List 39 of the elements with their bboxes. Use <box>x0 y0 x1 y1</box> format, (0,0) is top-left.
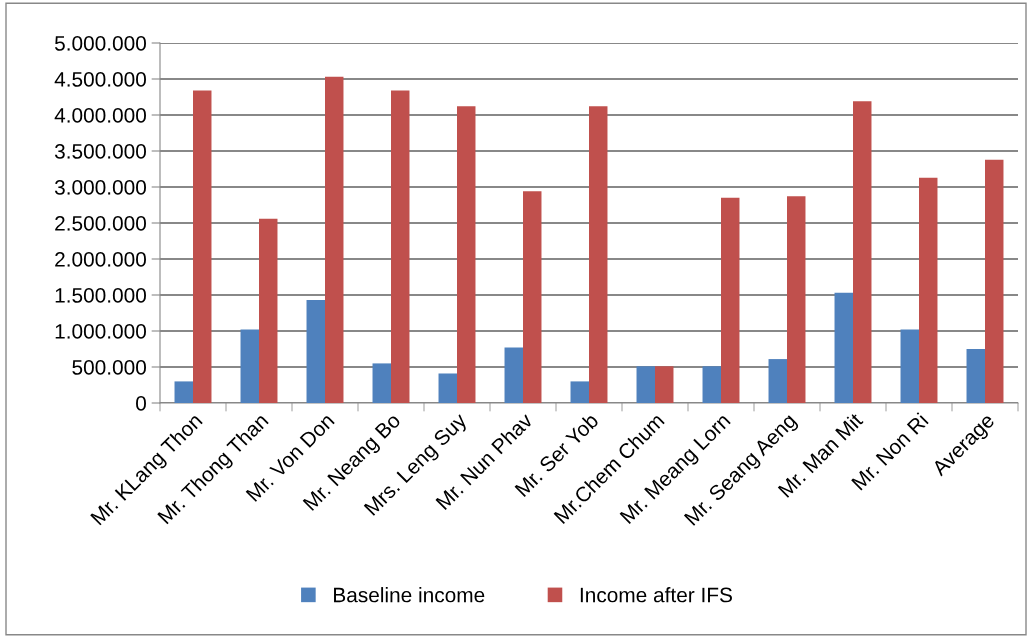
y-tick-label: 4.500.000 <box>54 72 146 87</box>
bar <box>438 373 457 403</box>
bar <box>240 329 259 403</box>
y-tick-label: 2.000.000 <box>55 252 146 267</box>
bar <box>655 366 674 403</box>
bar <box>589 106 608 403</box>
y-tick-label: 3.000.000 <box>54 180 146 195</box>
legend-label: Baseline income <box>334 587 485 603</box>
y-tick-label: 0 <box>136 396 146 411</box>
bar <box>391 90 410 403</box>
y-tick-label: 5.000.000 <box>54 36 146 51</box>
bar <box>457 106 476 403</box>
bar <box>504 347 523 403</box>
y-tick-label: 4.000.000 <box>54 108 146 123</box>
bar <box>900 329 919 403</box>
bar <box>372 363 391 403</box>
bar <box>721 197 740 403</box>
bar <box>768 359 787 403</box>
bar <box>174 381 193 403</box>
bar <box>193 90 212 403</box>
y-tick-label: 1.000.000 <box>55 324 146 339</box>
bar <box>853 101 872 403</box>
bar <box>919 177 938 403</box>
y-tick-label: 2.500.000 <box>55 216 146 231</box>
bar <box>306 300 325 403</box>
bar <box>787 196 806 403</box>
bar <box>834 292 853 403</box>
y-tick-label: 500.000 <box>72 360 146 375</box>
y-tick-label: 3.500.000 <box>54 144 146 159</box>
bar <box>570 381 589 403</box>
bar <box>523 191 542 403</box>
bar <box>966 349 985 403</box>
bar <box>636 366 655 403</box>
y-tick-label: 1.500.000 <box>55 288 146 303</box>
bar <box>325 76 344 403</box>
bar <box>702 366 721 403</box>
legend-label: Income after IFS <box>580 587 732 603</box>
bar <box>259 218 278 403</box>
bar <box>985 159 1004 403</box>
